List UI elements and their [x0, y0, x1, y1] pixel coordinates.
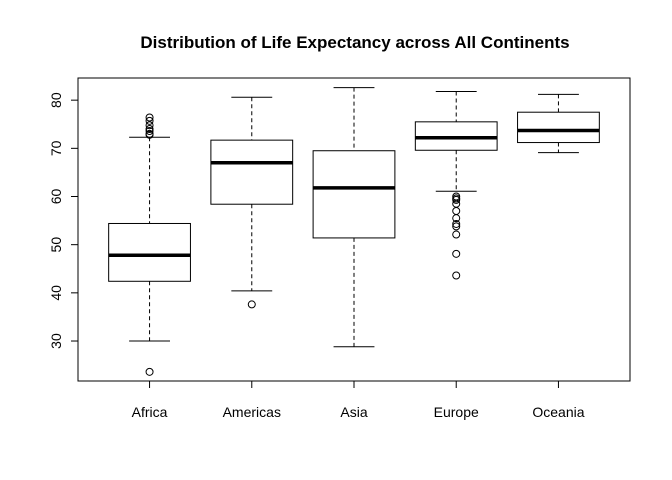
box-americas — [210, 96, 294, 309]
y-tick-label: 80 — [48, 92, 64, 108]
boxes-group — [108, 87, 600, 376]
outlier-point — [452, 230, 461, 239]
outlier-point — [452, 249, 461, 258]
y-axis: 30 40 50 60 70 80 — [48, 92, 79, 349]
outlier-point — [145, 113, 154, 122]
outlier-point — [145, 125, 154, 134]
outlier-point — [247, 300, 256, 309]
outlier-point — [145, 116, 154, 125]
iqr-box — [210, 139, 294, 205]
outlier-point — [452, 271, 461, 280]
y-tick-label: 40 — [48, 285, 64, 301]
outlier-point — [145, 121, 154, 130]
y-tick-label: 70 — [48, 140, 64, 156]
chart-title: Distribution of Life Expectancy across A… — [140, 33, 569, 52]
y-tick-label: 50 — [48, 237, 64, 253]
x-axis: Africa Americas Asia Europe Oceania — [132, 380, 585, 420]
box-africa — [108, 113, 191, 376]
outlier-point — [452, 214, 461, 223]
outlier-point — [452, 195, 461, 204]
y-tick-label: 60 — [48, 189, 64, 205]
outlier-point — [145, 367, 154, 376]
outlier-point — [452, 219, 461, 228]
iqr-box — [108, 222, 191, 282]
x-tick-label: Europe — [434, 404, 479, 420]
box-asia — [312, 87, 396, 348]
y-tick-label: 30 — [48, 333, 64, 349]
iqr-box — [312, 150, 396, 239]
outlier-point — [145, 129, 154, 138]
outlier-point — [452, 206, 461, 215]
x-tick-label: Americas — [223, 404, 281, 420]
x-tick-label: Africa — [132, 404, 168, 420]
box-oceania — [517, 93, 600, 154]
iqr-box — [517, 111, 600, 144]
x-tick-label: Oceania — [532, 404, 584, 420]
x-tick-label: Asia — [340, 404, 367, 420]
outlier-point — [452, 222, 461, 231]
box-europe — [414, 90, 498, 280]
